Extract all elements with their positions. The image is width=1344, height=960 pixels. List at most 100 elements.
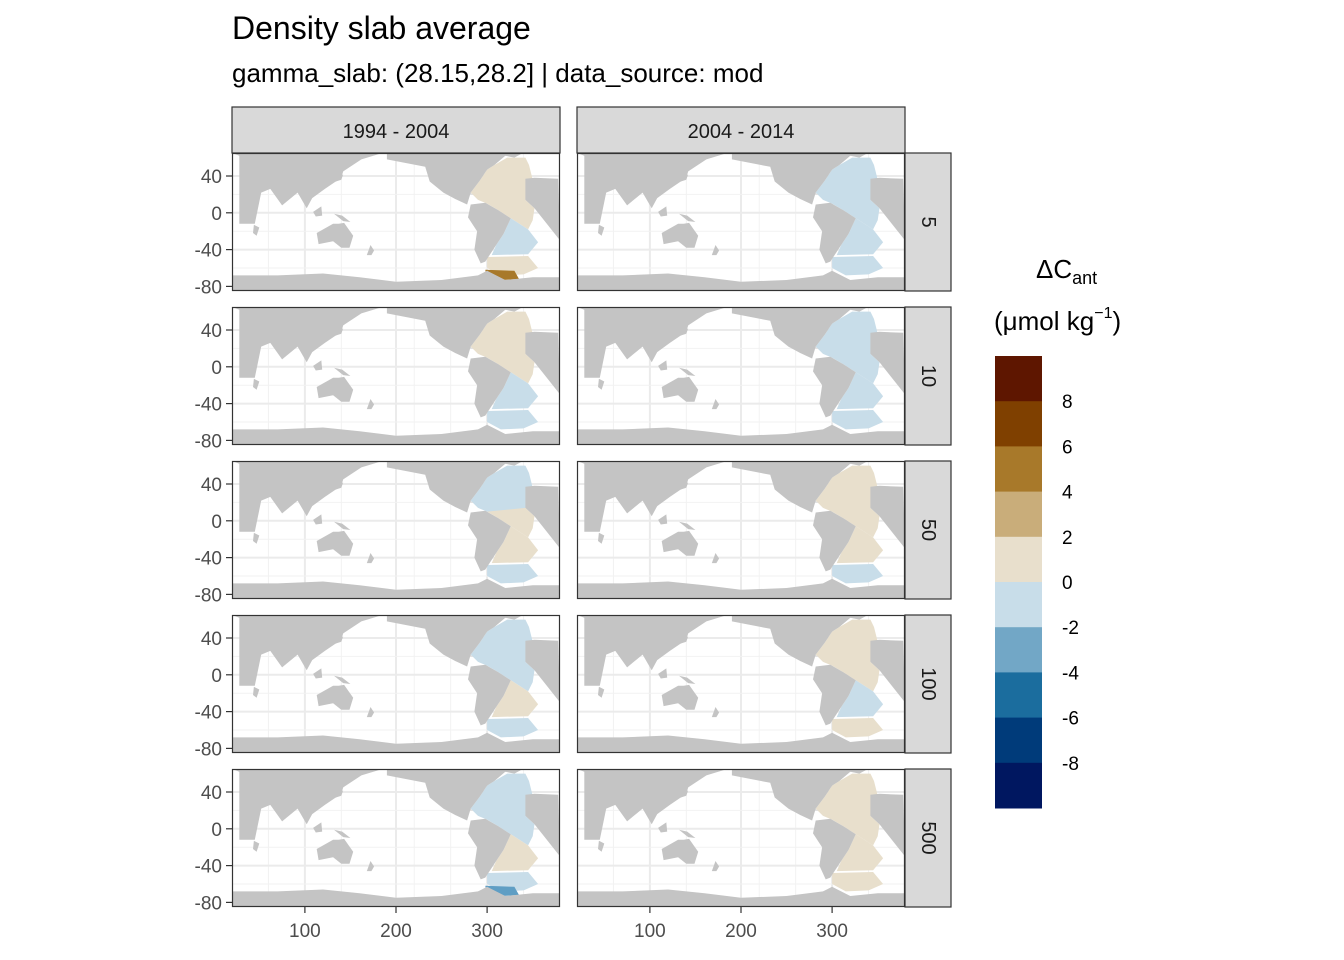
land-americaS: [468, 356, 511, 418]
ocean-region-sofar: [832, 564, 884, 584]
panel-2004-2014-100: [577, 615, 905, 753]
land-greenland: [832, 307, 868, 312]
ocean-region-north: [815, 773, 878, 820]
y-tick-label: -40: [195, 857, 222, 878]
land-newguinea: [334, 367, 351, 376]
ocean-region-north: [815, 311, 878, 358]
y-tick-label: 0: [211, 204, 222, 225]
ocean-region-mid: [487, 815, 535, 846]
y-tick-label: 40: [201, 321, 222, 342]
facet-strip-right: [904, 306, 952, 446]
land-antarct: [577, 886, 905, 907]
legend-color-swatch: [995, 446, 1042, 493]
legend-color-swatch: [995, 491, 1042, 538]
land-antarct: [232, 270, 560, 291]
x-tick-label: 200: [380, 921, 412, 942]
land-nzealand: [711, 245, 720, 256]
land-greenland: [487, 307, 523, 312]
ocean-region-sofar: [832, 256, 884, 276]
panel-1994-2004-100: [232, 615, 560, 753]
land-cuba: [464, 346, 474, 349]
legend-break-label: 0: [1062, 573, 1073, 594]
ocean-region-sofar: [487, 410, 539, 430]
ocean-region-south: [491, 218, 539, 256]
land-madag: [253, 532, 260, 544]
legend-color-swatch: [995, 627, 1042, 673]
land-newguinea: [334, 521, 351, 530]
land-antarct: [577, 424, 905, 445]
y-tick-label: 40: [201, 167, 222, 188]
facet-strip-label: 50: [917, 519, 939, 541]
land-borneo: [658, 360, 668, 371]
land-cuba: [809, 346, 819, 349]
land-japan: [333, 174, 344, 183]
chart-title: Density slab average: [232, 10, 531, 46]
land-antarct: [577, 270, 905, 291]
land-cuba: [809, 500, 819, 503]
land-greenland: [832, 461, 868, 466]
y-tick-label: -40: [195, 549, 222, 570]
land-antarct: [577, 732, 905, 753]
land-cuba: [464, 654, 474, 657]
land-americaS: [468, 818, 511, 880]
land-borneo: [658, 514, 668, 525]
land-americaS: [813, 202, 856, 264]
land-newguinea: [679, 829, 696, 838]
land-borneo: [313, 822, 323, 833]
facet-strip-right: [904, 460, 952, 600]
land-nzealand: [366, 399, 375, 410]
ocean-region-sofar: [832, 410, 884, 430]
x-tick-label: 300: [471, 921, 503, 942]
land-nzealand: [366, 553, 375, 564]
ocean-region-mid: [832, 507, 880, 538]
land-eurasia: [577, 153, 728, 224]
panel-2004-2014-50: [577, 461, 905, 599]
panel-border: [231, 614, 561, 754]
facet-strip-label: 5: [917, 216, 939, 227]
land-africa: [870, 793, 905, 857]
x-tick-label: 200: [725, 921, 757, 942]
land-australia: [661, 222, 699, 248]
land-madag: [598, 224, 605, 236]
facet-strip-top: [231, 106, 561, 154]
land-americaN: [731, 769, 860, 821]
land-borneo: [313, 360, 323, 371]
land-africa: [870, 331, 905, 395]
land-nzealand: [711, 861, 720, 872]
land-madag: [253, 224, 260, 236]
land-australia: [316, 838, 354, 864]
land-newguinea: [334, 829, 351, 838]
land-newguinea: [679, 521, 696, 530]
legend-color-swatch: [995, 401, 1042, 447]
land-africa: [870, 639, 905, 703]
panel-1994-2004-500: [232, 769, 560, 907]
legend-color-swatch: [995, 536, 1042, 583]
land-eurasia: [577, 615, 728, 686]
panel-1994-2004-5: [232, 153, 560, 291]
ocean-region-north: [815, 465, 878, 512]
ocean-region-sofar: [487, 718, 539, 738]
panel-2004-2014-5: [577, 153, 905, 291]
land-antarct: [232, 578, 560, 599]
facet-strip-label: 1994 - 2004: [343, 121, 450, 143]
land-australia: [661, 376, 699, 402]
ocean-region-north: [815, 157, 878, 204]
y-tick-label: -80: [195, 893, 222, 914]
ocean-region-south: [491, 680, 539, 718]
facet-strip-label: 100: [917, 667, 939, 700]
land-japan: [678, 636, 689, 645]
land-cuba: [464, 500, 474, 503]
ocean-region-mid: [487, 507, 535, 538]
ocean-region-south: [836, 680, 884, 718]
chart-subtitle: gamma_slab: (28.15,28.2] | data_source: …: [232, 58, 764, 88]
ocean-region-north: [470, 157, 533, 204]
land-cuba: [464, 192, 474, 195]
ocean-region-south: [491, 834, 539, 872]
x-tick-label: 100: [634, 921, 666, 942]
land-borneo: [313, 668, 323, 679]
land-madag: [598, 532, 605, 544]
land-americaN: [386, 769, 515, 821]
y-tick-label: -80: [195, 739, 222, 760]
land-americaS: [468, 664, 511, 726]
